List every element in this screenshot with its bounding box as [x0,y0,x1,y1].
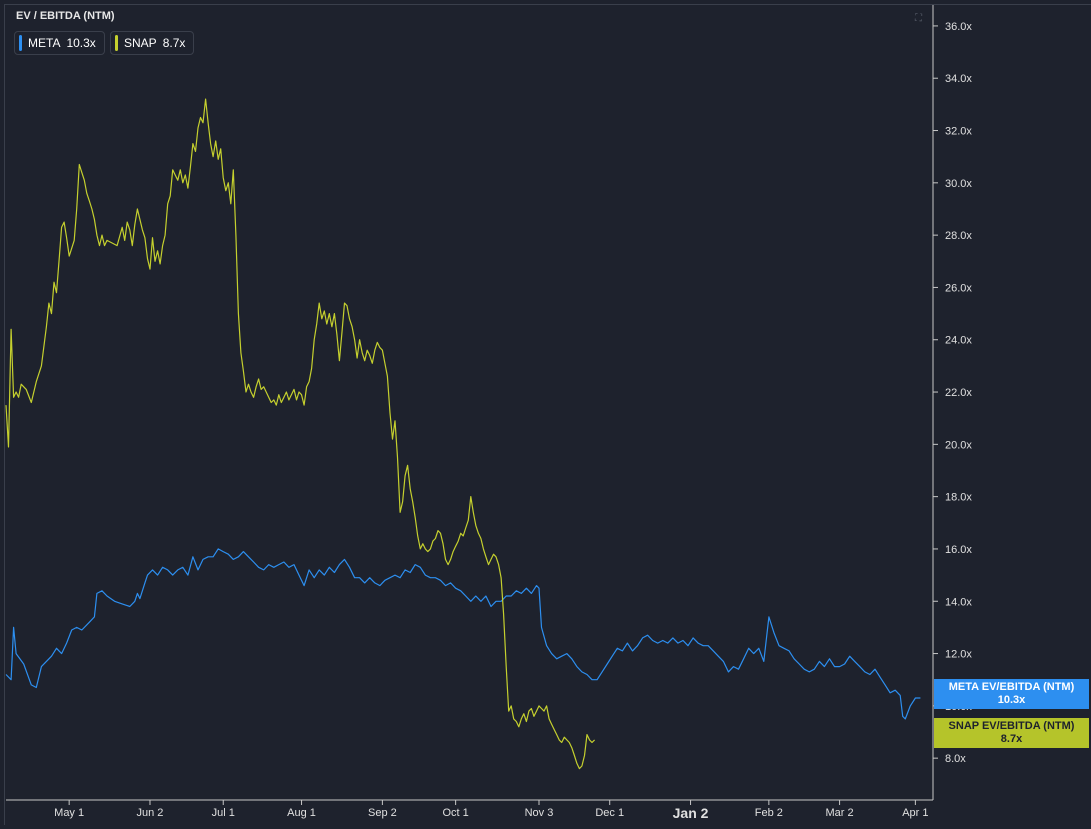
legend-meta[interactable]: META 10.3x [14,31,105,55]
legend-snap-color [115,35,118,51]
meta-price-tag: META EV/EBITDA (NTM) 10.3x [934,679,1089,709]
legend-snap-value: 8.7x [162,36,186,50]
snap-price-tag: SNAP EV/EBITDA (NTM) 8.7x [934,718,1089,748]
chart-frame [4,4,1091,825]
x-tick-label: Dec 1 [595,807,624,819]
meta-tag-label: META EV/EBITDA (NTM) [948,681,1075,693]
y-tick-label: 28.0x [945,230,972,242]
meta-tag-value: 10.3x [997,694,1026,706]
x-tick-label: Nov 3 [525,807,554,819]
x-tick-label: May 1 [54,807,84,819]
legend-meta-value: 10.3x [66,36,96,50]
legend-meta-ticker: META [28,36,61,50]
y-tick-label: 14.0x [945,596,972,608]
x-tick-label: Apr 1 [902,807,928,819]
legend-snap-ticker: SNAP [124,36,157,50]
series-line-snap [5,98,596,770]
x-tick-label: Mar 2 [826,807,854,819]
y-tick-label: 22.0x [945,387,972,399]
y-tick-label: 24.0x [945,335,972,347]
y-tick-label: 16.0x [945,544,972,556]
y-tick-label: 32.0x [945,126,972,138]
x-tick-label: Feb 2 [755,807,783,819]
y-tick-label: 30.0x [945,178,972,190]
y-tick-label: 26.0x [945,282,972,294]
x-tick-label: Sep 2 [368,807,397,819]
x-tick-label: Oct 1 [442,807,468,819]
x-tick-label: Jul 1 [212,807,235,819]
legend-meta-color [19,35,22,51]
y-tick-label: 20.0x [945,439,972,451]
legend-snap[interactable]: SNAP 8.7x [110,31,195,55]
y-tick-label: 18.0x [945,492,972,504]
expand-icon[interactable]: ⛶ [915,13,922,24]
chart-title: EV / EBITDA (NTM) [16,10,115,22]
snap-tag-label: SNAP EV/EBITDA (NTM) [948,720,1075,732]
series-line-meta [5,548,921,720]
snap-tag-value: 8.7x [1000,733,1023,745]
y-tick-label: 36.0x [945,21,972,33]
y-tick-label: 8.0x [945,753,966,765]
x-tick-label: Aug 1 [287,807,316,819]
x-tick-label: Jan 2 [673,805,709,821]
x-tick-label: Jun 2 [137,807,164,819]
y-tick-label: 12.0x [945,649,972,661]
y-tick-label: 34.0x [945,73,972,85]
